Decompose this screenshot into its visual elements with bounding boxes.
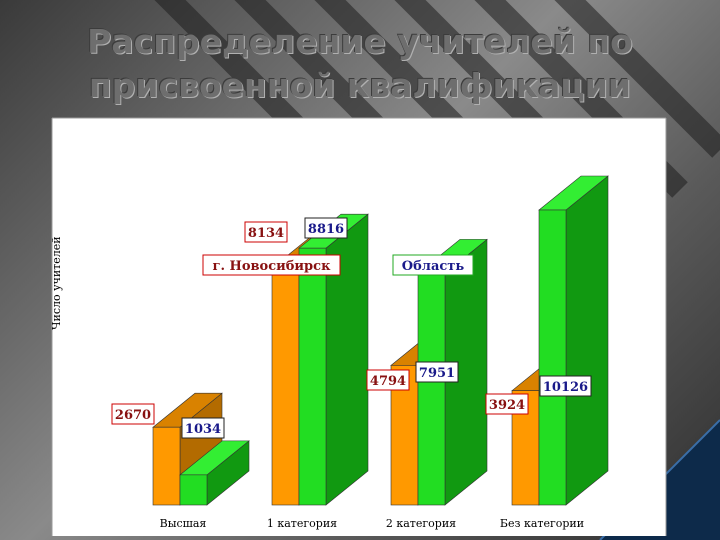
- svg-text:г. Новосибирск: г. Новосибирск: [213, 259, 332, 274]
- title-line-2: присвоенной квалификации: [88, 66, 631, 105]
- svg-text:8134: 8134: [248, 226, 284, 241]
- data-label-series-2-3: 7951: [415, 361, 459, 383]
- svg-text:4794: 4794: [370, 374, 406, 389]
- legend-label-1: г. Новосибирск: [202, 254, 341, 276]
- title-line-1: Распределение учителей по: [87, 22, 633, 61]
- data-label-series-2-4: 10126: [539, 375, 592, 397]
- y-axis-label: Число учителей: [50, 236, 63, 330]
- svg-text:1034: 1034: [185, 422, 221, 437]
- x-tick-label-4: Без категории: [500, 517, 584, 530]
- data-label-series-1-2: 8134: [244, 221, 288, 243]
- x-tick-label-3: 2 категория: [386, 517, 456, 530]
- svg-text:2670: 2670: [115, 408, 151, 423]
- data-label-series-2-2: 8816: [304, 217, 348, 239]
- svg-text:7951: 7951: [419, 366, 455, 381]
- labels-group: Высшая 1 категория 2 категория Без категори…: [111, 217, 592, 530]
- svg-text:8816: 8816: [308, 222, 344, 237]
- data-label-series-1-4: 3924: [485, 393, 529, 415]
- svg-text:3924: 3924: [489, 398, 525, 413]
- svg-text:Область: Область: [402, 259, 465, 274]
- page-title: Распределение учителей по присвоенной кв…: [0, 20, 720, 108]
- legend-label-2: Область: [392, 254, 474, 276]
- bar-series-2-4: [538, 175, 609, 506]
- x-tick-label-2: 1 категория: [267, 517, 337, 530]
- data-label-series-2-1: 1034: [181, 417, 225, 439]
- x-tick-label-1: Высшая: [160, 517, 207, 530]
- svg-text:10126: 10126: [543, 380, 588, 395]
- data-label-series-1-3: 4794: [366, 369, 410, 391]
- bar-series-2-1: [179, 440, 250, 506]
- data-label-series-1-1: 2670: [111, 403, 155, 425]
